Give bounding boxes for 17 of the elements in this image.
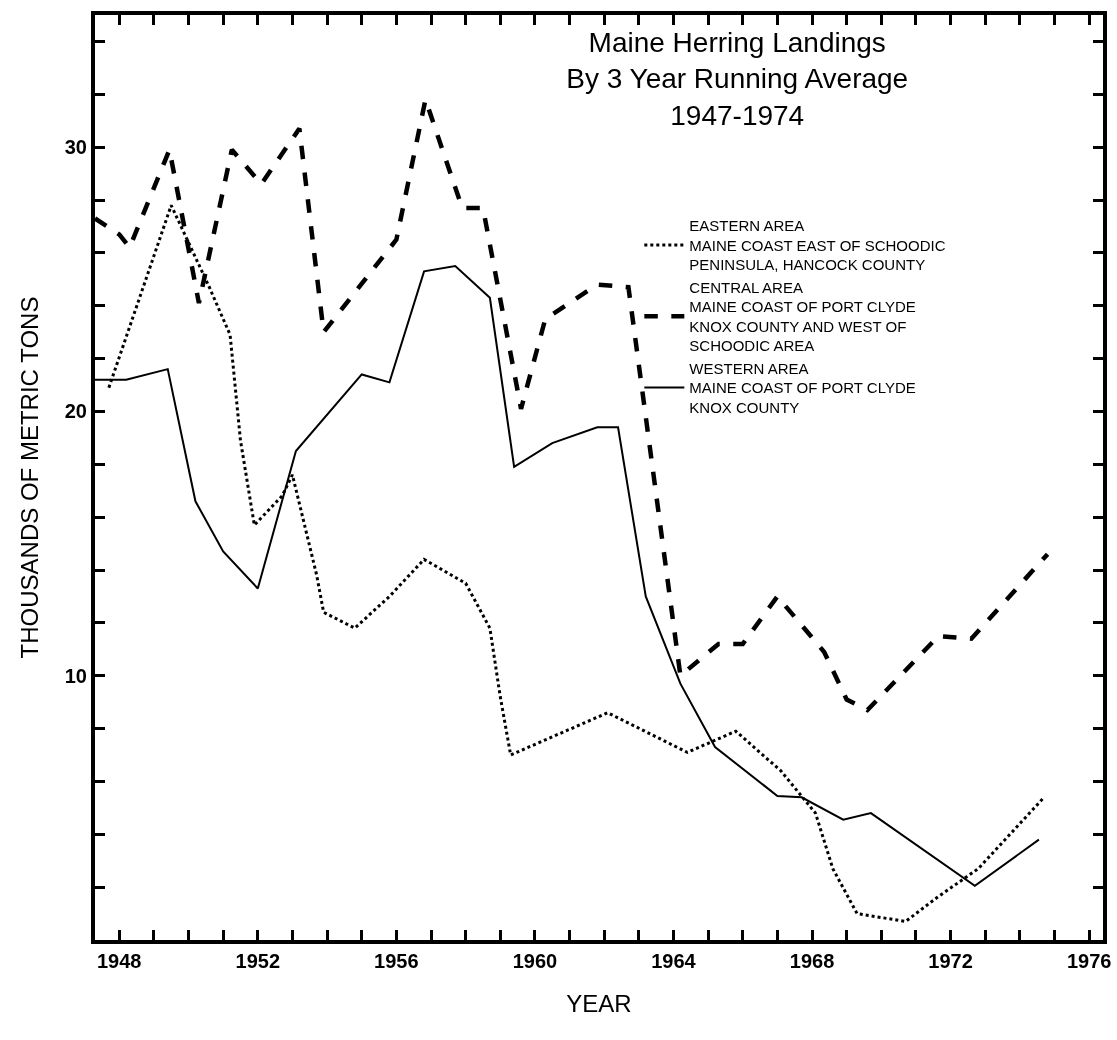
y-tick-label: 20 <box>64 400 87 423</box>
legend-label: CENTRAL AREA MAINE COAST OF PORT CLYDE KNOX COUNTY AND WEST OF SCHOODIC AREA <box>689 278 916 355</box>
x-tick-label: 1948 <box>97 950 142 972</box>
y-tick-label: 30 <box>64 136 87 159</box>
legend-label: WESTERN AREA MAINE COAST OF PORT CLYDE KNOX COUNTY <box>689 359 916 416</box>
y-tick-label: 10 <box>64 664 87 687</box>
y-axis-title: THOUSANDS OF METRIC TONS <box>16 296 44 659</box>
legend-label: EASTERN AREA MAINE COAST EAST OF SCHOODIC PENINSULA, HANCOCK COUNTY <box>689 217 946 274</box>
x-tick-label: 1964 <box>651 950 697 972</box>
x-tick-label: 1976 <box>1066 950 1112 972</box>
x-tick-label: 1952 <box>235 950 281 972</box>
x-tick-label: 1972 <box>928 950 973 972</box>
text: Maine Herring Landings By 3 Year Running Average 1947-1974 <box>566 27 909 131</box>
x-tick-label: 1960 <box>512 950 558 972</box>
x-tick-label: 1968 <box>789 950 835 972</box>
x-tick-label: 1956 <box>374 950 419 972</box>
x-axis-title: YEAR <box>566 989 632 1017</box>
